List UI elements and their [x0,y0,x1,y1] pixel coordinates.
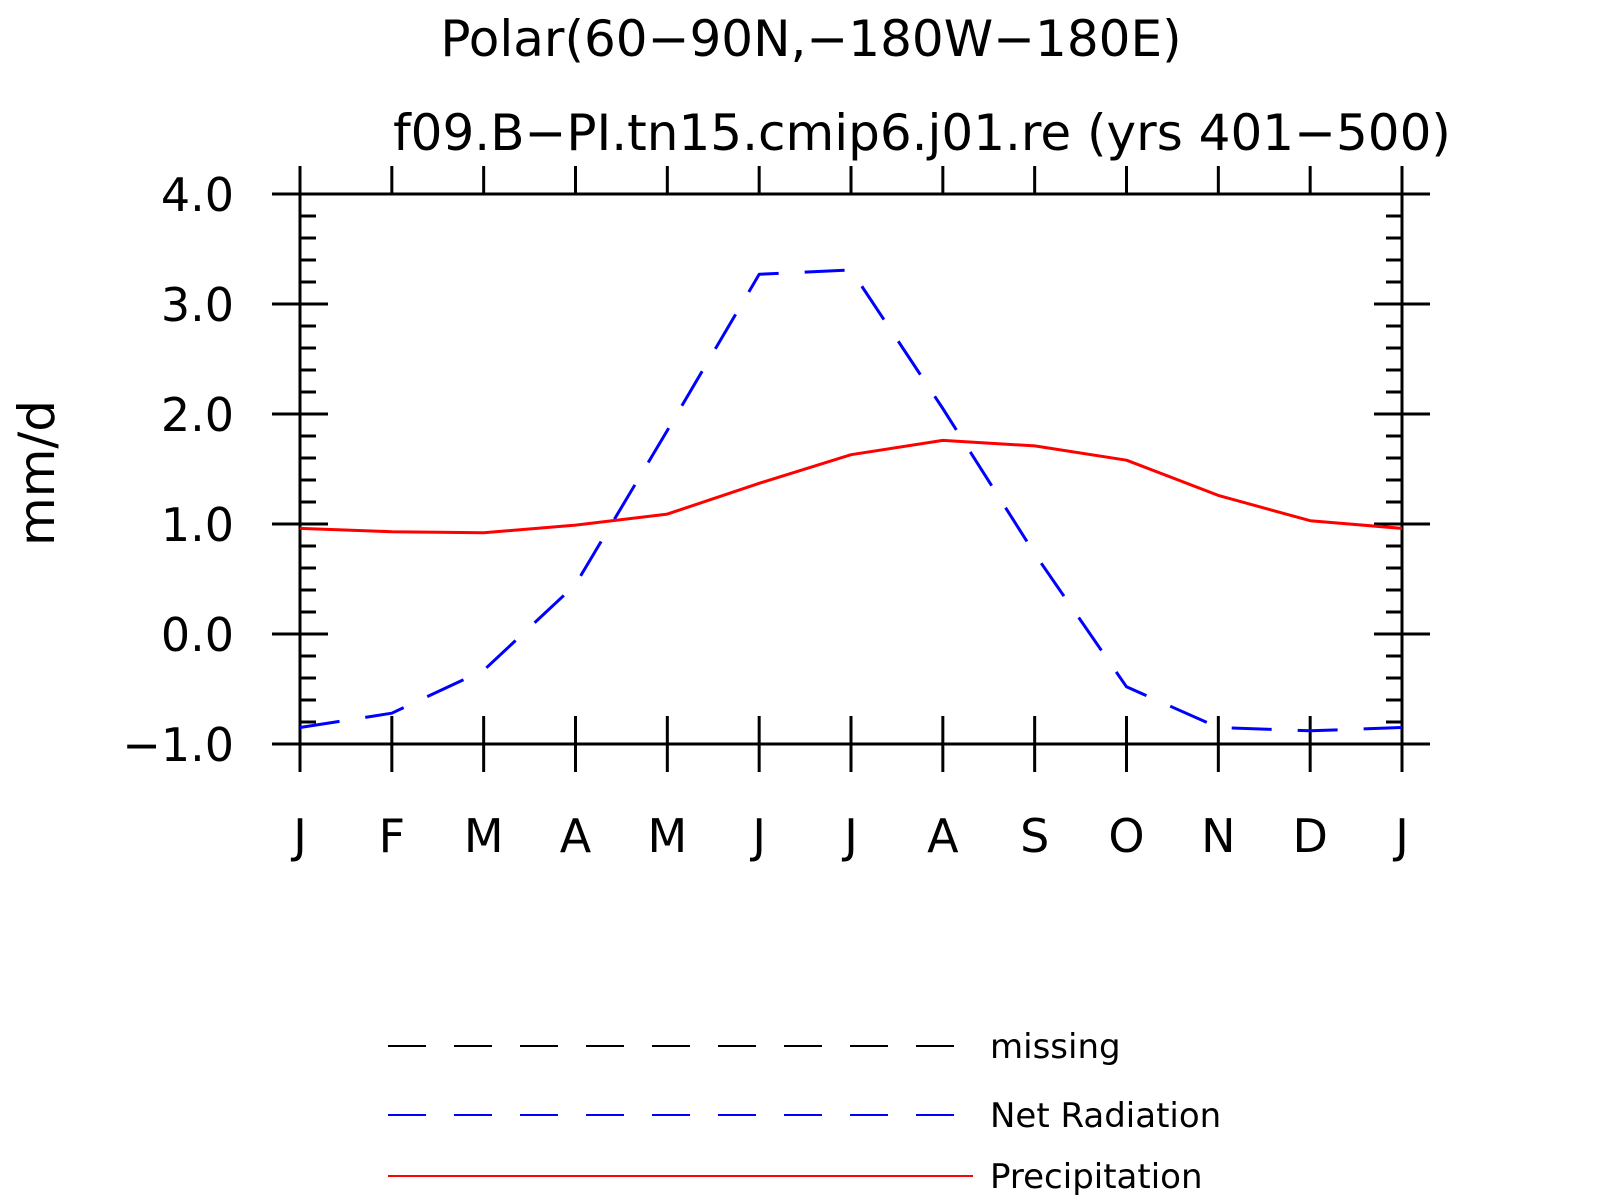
x-tick-label: J [290,809,307,863]
x-tick-label: M [647,809,687,863]
x-tick-label: J [749,809,766,863]
x-tick-label: A [560,809,592,863]
y-tick-label: 0.0 [161,608,234,662]
x-tick-label: J [1392,809,1409,863]
x-tick-label: D [1292,809,1327,863]
y-tick-label: −1.0 [122,718,234,772]
legend-label: Net Radiation [990,1096,1221,1136]
x-tick-label: A [927,809,959,863]
y-tick-label: 1.0 [161,498,234,552]
x-tick-label: O [1108,809,1144,863]
legend-label: missing [990,1027,1121,1067]
series-line-precipitation [299,438,1403,535]
x-tick-label: S [1020,809,1049,863]
y-tick-label: 2.0 [161,388,234,442]
y-tick-labels: −1.0 0.0 1.0 2.0 3.0 4.0 [122,168,234,772]
y-tick-label: 4.0 [161,168,234,222]
x-tick-label: N [1201,809,1235,863]
legend: missing Net Radiation Precipitation [388,1027,1221,1197]
y-tick-label: 3.0 [161,278,234,332]
y-axis-label: mm/d [8,400,66,546]
plot-frame [298,192,1404,746]
x-tick-label: J [841,809,858,863]
x-tick-label: F [379,809,405,863]
chart-title: Polar(60−90N,−180W−180E) [440,10,1181,68]
legend-label: Precipitation [990,1157,1203,1197]
x-tick-label: M [464,809,504,863]
chart-subtitle: f09.B−PI.tn15.cmip6.j01.re (yrs 401−500) [393,104,1451,162]
plot-axes [272,166,1430,772]
series-lines [299,268,1403,733]
